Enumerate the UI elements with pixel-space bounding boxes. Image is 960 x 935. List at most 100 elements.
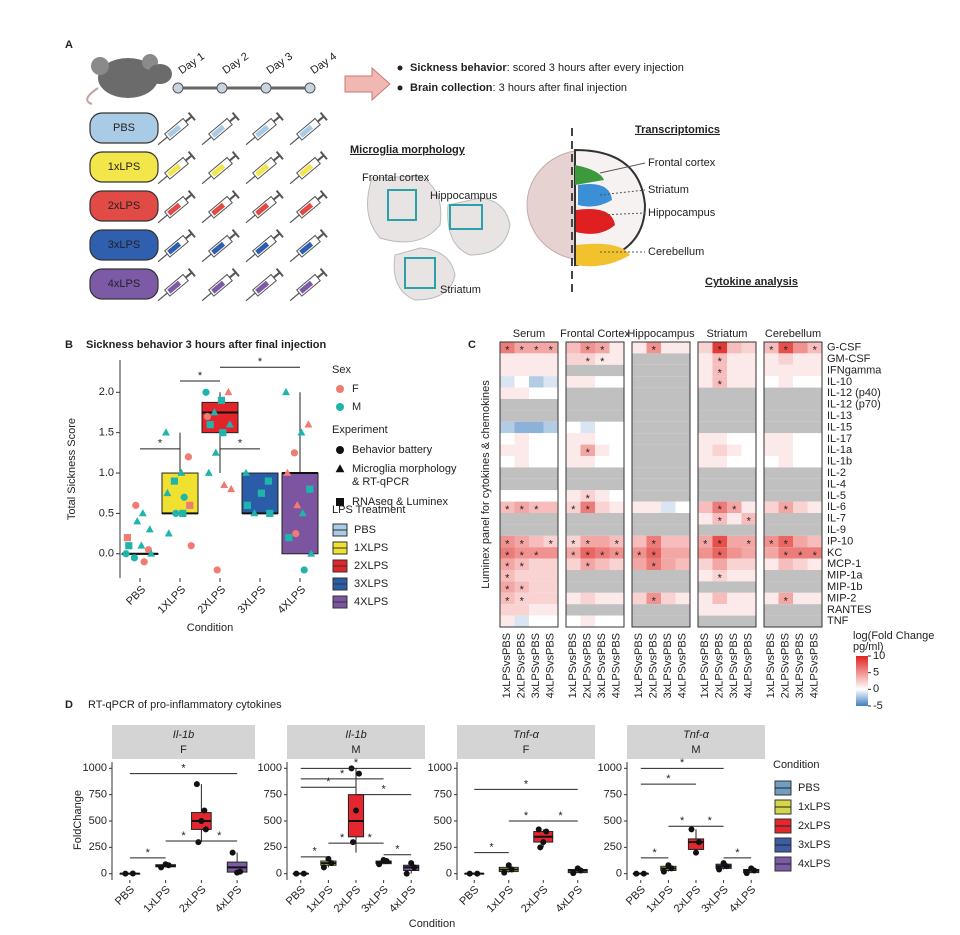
heatmap-cell: [500, 376, 515, 388]
colorbar-tick-label: -5: [873, 700, 883, 712]
data-point: [505, 862, 512, 869]
heatmap-cell: [698, 570, 713, 582]
tissue-frame: [565, 341, 625, 628]
heatmap-cell: [675, 456, 690, 468]
sig-star: *: [747, 538, 752, 550]
y-tick-label: 500: [89, 815, 107, 827]
heatmap-cell: [543, 478, 558, 491]
sig-star: *: [520, 504, 525, 516]
row-label: MIP-1b: [827, 581, 862, 593]
data-point: [293, 870, 300, 877]
heatmap-cell: [514, 342, 529, 354]
heatmap-cell: [778, 581, 793, 593]
sig-star: *: [652, 345, 657, 357]
heatmap-cell: [529, 604, 544, 616]
sig-star: *: [666, 773, 671, 785]
heatmap-cell: [543, 547, 558, 559]
panel-label: A: [65, 39, 73, 51]
heatmap-cell: [698, 592, 713, 605]
syringe-needle: [157, 214, 168, 224]
legend-title: Sex: [332, 364, 351, 376]
heatmap-cell: [675, 478, 690, 491]
legend-swatch: [336, 385, 344, 393]
data-point: [211, 448, 220, 456]
sig-star: *: [198, 370, 203, 382]
tissue-frame: [697, 341, 757, 628]
heatmap-cell: [712, 399, 727, 411]
heatmap-cell: [727, 421, 742, 434]
heatmap-cell: [661, 558, 676, 570]
heatmap-cell: [632, 478, 647, 491]
heatmap-cell: [595, 547, 610, 559]
heatmap-cell: [675, 604, 690, 616]
heatmap-cell: [778, 467, 793, 479]
cytokine-title: Cytokine analysis: [705, 276, 798, 288]
data-point: [350, 839, 356, 846]
heatmap-cell: [609, 478, 624, 491]
heatmap-cell: [500, 399, 515, 411]
syringe-needle: [201, 175, 212, 185]
heatmap-cell: [764, 570, 779, 582]
heatmap-cell: [793, 399, 808, 411]
heatmap-cell: [646, 421, 661, 434]
heatmap-cell: [566, 592, 581, 605]
heatmap-cell: [543, 353, 558, 365]
heatmap-cell: [500, 456, 515, 468]
heatmap-cell: [632, 592, 647, 605]
legend-label: Microglia morphology: [352, 463, 457, 475]
heatmap-cell: [793, 547, 808, 559]
legend-label: PBS: [798, 782, 820, 794]
syringe: [157, 228, 196, 263]
region-pointer: [599, 162, 646, 174]
syringe-cap: [275, 111, 284, 121]
y-axis-title: Luminex panel for cytokines & chemokines: [480, 380, 492, 589]
heatmap-cell: [807, 399, 822, 411]
sig-star: *: [520, 538, 525, 550]
heatmap-cell: [675, 524, 690, 536]
heatmap-cell: [609, 501, 624, 513]
transcriptomics-title: Transcriptomics: [635, 124, 720, 136]
heatmap-cell: [529, 399, 544, 411]
heatmap-cell: [609, 410, 624, 422]
data-point: [633, 870, 640, 877]
heatmap-cell: [807, 547, 822, 559]
heatmap-cell: [675, 570, 690, 582]
heatmap-cell: [609, 604, 624, 616]
timeline-dot: [304, 82, 316, 94]
heatmap-cell: [609, 535, 624, 548]
heatmap-cell: [580, 478, 595, 491]
heatmap-cell: [778, 376, 793, 388]
heatmap-cell: [529, 376, 544, 388]
heatmap-cell: [566, 456, 581, 468]
heatmap-cell: [500, 444, 515, 456]
heatmap-cell: [543, 592, 558, 605]
heatmap-cell: [698, 501, 713, 513]
heatmap-cell: [514, 433, 529, 445]
syringe: [289, 111, 328, 146]
heatmap-cell: [580, 376, 595, 388]
heatmap-cell: [807, 353, 822, 365]
data-point: [264, 477, 272, 485]
heatmap-cell: [609, 421, 624, 434]
heatmap-cell: [778, 490, 793, 502]
heatmap-cell: [698, 364, 713, 377]
y-tick-label: 0: [616, 868, 622, 880]
syringe-needle: [157, 175, 168, 185]
sig-star: *: [784, 538, 789, 550]
heatmap-cell: [807, 524, 822, 536]
heatmap-cell: [529, 444, 544, 456]
data-point: [234, 869, 241, 876]
syringe-fluid: [299, 124, 314, 138]
heatmap-cell: [727, 570, 742, 582]
heatmap-cell: [661, 592, 676, 605]
heatmap-cell: [698, 547, 713, 559]
heatmap-cell: [807, 570, 822, 582]
tissue-frame: [631, 341, 691, 628]
data-point: [177, 468, 186, 476]
data-point: [353, 807, 359, 814]
heatmap-cell: [698, 444, 713, 456]
sig-star: *: [505, 561, 510, 573]
heatmap-cell: [595, 535, 610, 548]
heatmap-cell: [609, 387, 624, 399]
syringe-cap: [319, 267, 328, 277]
